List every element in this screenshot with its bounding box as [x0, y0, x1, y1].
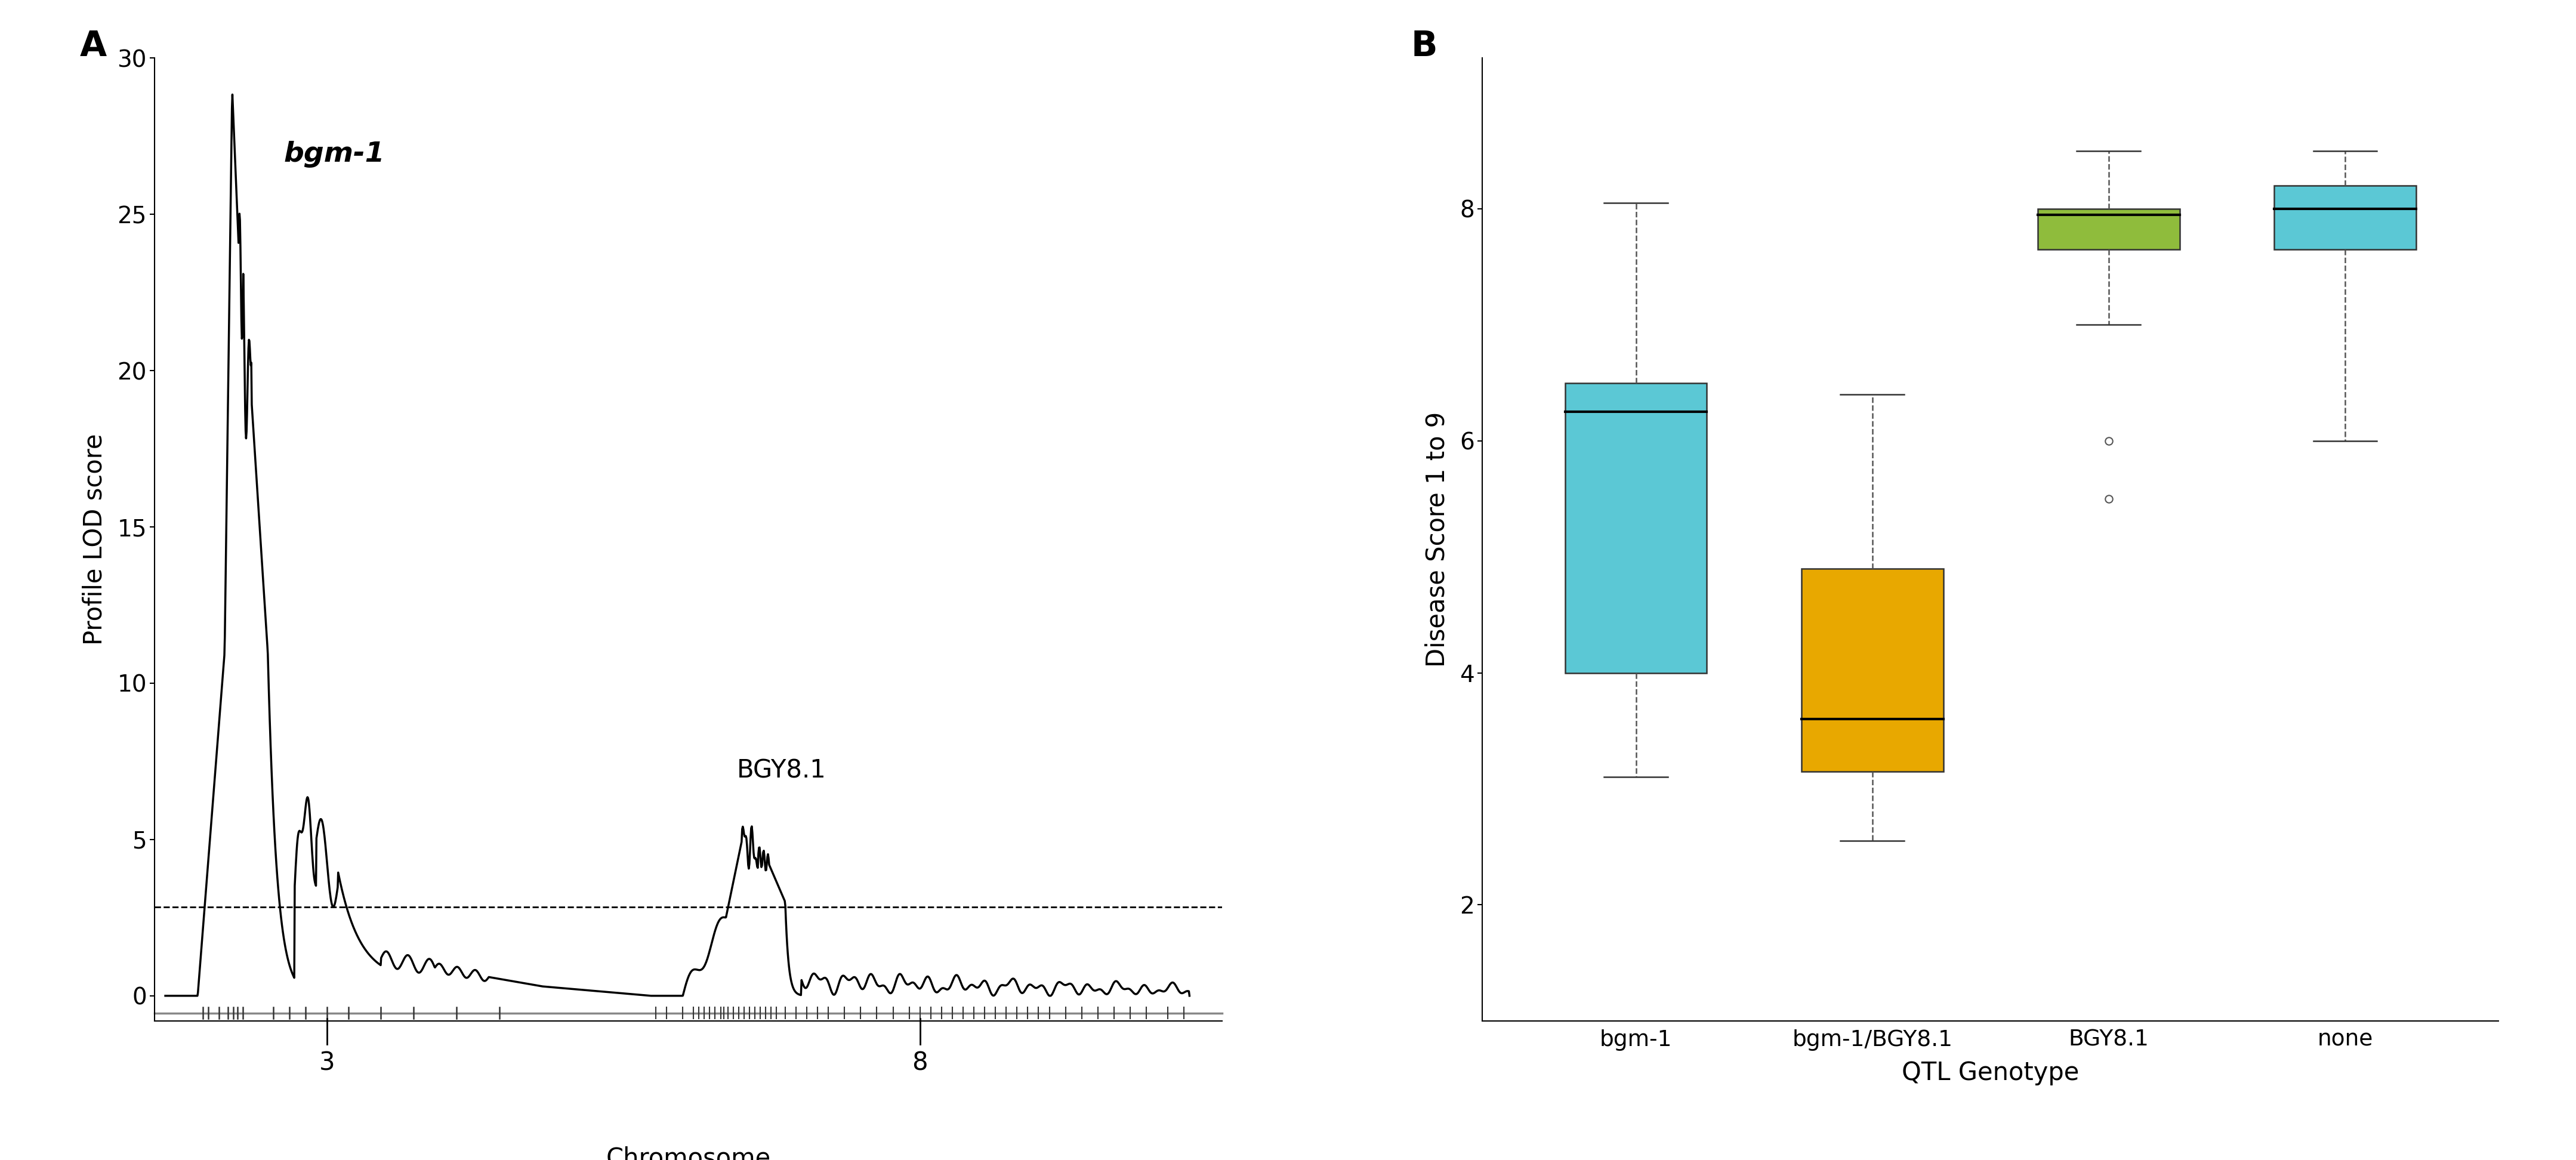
Bar	[1566, 383, 1708, 673]
Text: A: A	[80, 29, 106, 63]
X-axis label: QTL Genotype: QTL Genotype	[1901, 1060, 2079, 1086]
Bar	[1801, 568, 1942, 771]
Text: BGY8.1: BGY8.1	[737, 759, 827, 783]
Bar	[2275, 186, 2416, 249]
Text: B: B	[1412, 29, 1437, 63]
Y-axis label: Disease Score 1 to 9: Disease Score 1 to 9	[1425, 412, 1450, 667]
Text: 8: 8	[912, 1051, 927, 1075]
Bar	[2038, 209, 2179, 249]
Text: bgm-1: bgm-1	[283, 140, 384, 167]
Text: Chromosome: Chromosome	[605, 1146, 770, 1160]
Text: 3: 3	[319, 1051, 335, 1075]
Y-axis label: Profile LOD score: Profile LOD score	[82, 434, 108, 645]
